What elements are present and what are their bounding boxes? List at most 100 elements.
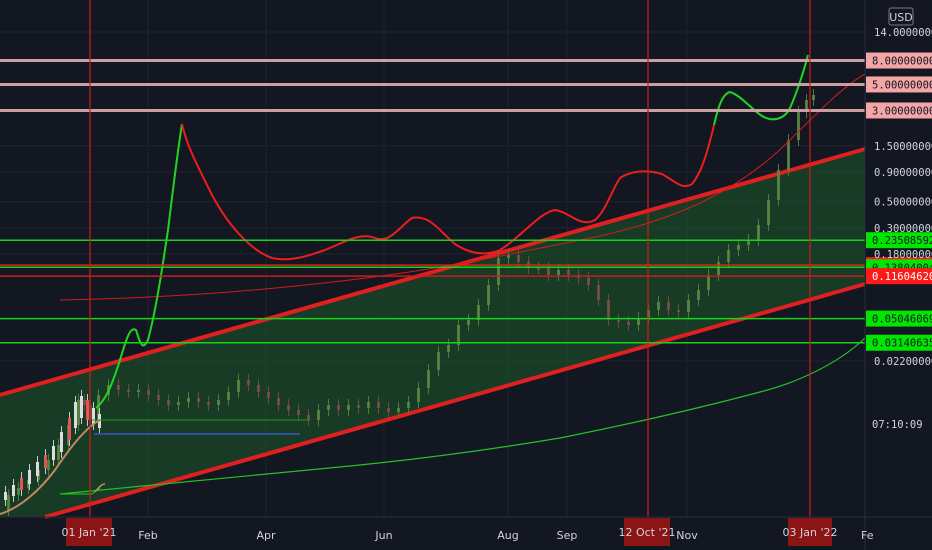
- candle-body-33: [317, 410, 320, 420]
- short-ma-curve: [0, 419, 101, 515]
- early-candle-body-5: [44, 455, 47, 468]
- price-level-tag-2: [866, 102, 932, 119]
- price-level-label-1: 5.00000000: [872, 79, 932, 91]
- candle-body-48: [467, 320, 470, 325]
- candle-body-64: [627, 322, 630, 325]
- candle-body-29: [277, 398, 280, 405]
- candle-body-43: [417, 388, 420, 402]
- price-level-tag-7: [866, 310, 932, 327]
- price-level-label-8: 0.03140635: [872, 338, 932, 350]
- x-tick-label-2: Jun: [374, 529, 392, 542]
- y-tick-label-3: 0.50000000: [874, 197, 932, 209]
- oscillator-green-segment-1: [95, 123, 183, 409]
- candle-body-8: [77, 400, 80, 425]
- candle-body-18: [167, 400, 170, 405]
- timer-label: 07:10:09: [872, 419, 923, 431]
- candle-body-68: [667, 302, 670, 310]
- time-axis[interactable]: Feb Apr Jun Aug Sep Nov Fe 01 Jan '21 12 Oct '21…: [62, 518, 874, 546]
- candle-body-19: [177, 402, 180, 405]
- date-highlight-label-0: 01 Jan '21: [62, 526, 117, 539]
- candle-body-38: [367, 402, 370, 408]
- long-ma-curve: [59, 337, 866, 495]
- candle-body-15: [137, 390, 140, 392]
- x-tick-label-0: Feb: [138, 529, 157, 542]
- candle-body-27: [257, 385, 260, 392]
- date-marker-lines: [89, 0, 811, 517]
- candle-body-73: [717, 262, 720, 275]
- candle-body-67: [657, 302, 660, 310]
- candle-body-46: [447, 345, 450, 352]
- date-highlight-label-1: 12 Oct '21: [618, 526, 675, 539]
- y-tick-label-6: 0.02200000: [874, 356, 932, 368]
- y-tick-label-1: 1.50000000: [874, 141, 932, 153]
- candle-body-72: [707, 275, 710, 290]
- trend-channel: [0, 147, 866, 519]
- early-candle-body-2: [20, 478, 23, 490]
- candle-body-26: [247, 380, 250, 385]
- candle-body-53: [517, 255, 520, 262]
- candle-body-14: [127, 390, 130, 392]
- price-level-label-6: 0.11604620: [872, 271, 932, 283]
- candle-body-1: [7, 495, 10, 510]
- oscillator-red-segment: [181, 123, 715, 261]
- candle-body-42: [407, 402, 410, 408]
- candle-body-6: [57, 445, 60, 460]
- candle-body-60: [587, 278, 590, 285]
- candle-body-51: [497, 258, 500, 285]
- candle-body-76: [747, 240, 750, 245]
- x-tick-partial-0: Fe: [861, 529, 874, 542]
- candle-body-23: [217, 400, 220, 405]
- price-level-label-7: 0.05046069: [872, 314, 932, 326]
- candle-body-37: [357, 405, 360, 408]
- x-tick-label-1: Apr: [256, 529, 276, 542]
- candle-body-35: [337, 405, 340, 410]
- candle-body-47: [457, 325, 460, 345]
- candle-body-74: [727, 250, 730, 262]
- candle-body-55: [537, 268, 540, 270]
- x-tick-label-4: Sep: [557, 529, 578, 542]
- early-candle-body-0: [4, 492, 7, 500]
- candle-body-49: [477, 305, 480, 320]
- candle-body-2: [17, 488, 20, 495]
- candle-body-32: [307, 415, 310, 420]
- date-highlight-tag-2: [788, 518, 832, 546]
- stub-line-2: [94, 483, 106, 493]
- candle-body-80: [787, 140, 790, 170]
- candle-body-34: [327, 405, 330, 410]
- early-candle-body-10: [80, 396, 83, 418]
- candle-body-61: [597, 285, 600, 300]
- currency-badge[interactable]: USD: [888, 7, 914, 26]
- candle-body-70: [687, 300, 690, 312]
- date-highlight-tag-1: [624, 518, 670, 546]
- candle-body-16: [147, 390, 150, 395]
- candle-body-65: [637, 318, 640, 325]
- price-level-label-2: 3.00000000: [872, 105, 932, 117]
- candle-body-5: [47, 460, 50, 470]
- candle-body-9: [83, 400, 86, 405]
- early-candle-body-8: [68, 418, 71, 440]
- x-tick-label-5: Nov: [676, 529, 698, 542]
- price-level-tag-1: [866, 76, 932, 93]
- early-candle-body-11: [86, 400, 89, 420]
- candle-body-50: [487, 285, 490, 305]
- candle-body-22: [207, 402, 210, 405]
- early-candle-body-1: [12, 485, 15, 496]
- x-tick-label-3: Aug: [497, 529, 518, 542]
- y-tick-label-5: 0.18000000: [874, 249, 932, 261]
- candle-body-83: [812, 95, 815, 100]
- y-tick-label-0: 14.00000000: [874, 27, 932, 39]
- candle-body-62: [607, 300, 610, 320]
- indicator-curves: [0, 54, 866, 515]
- early-candle-body-3: [28, 470, 31, 484]
- price-axis[interactable]: 8.00000000 5.00000000 3.00000000 0.23508592…: [866, 27, 932, 368]
- candle-body-45: [437, 352, 440, 370]
- candle-body-52: [507, 255, 510, 258]
- candle-body-21: [197, 398, 200, 402]
- candle-body-82: [805, 100, 808, 112]
- date-highlight-tag-0: [66, 518, 112, 546]
- price-level-lines: [0, 59, 865, 344]
- early-candle-body-4: [36, 462, 39, 476]
- candle-body-79: [777, 170, 780, 200]
